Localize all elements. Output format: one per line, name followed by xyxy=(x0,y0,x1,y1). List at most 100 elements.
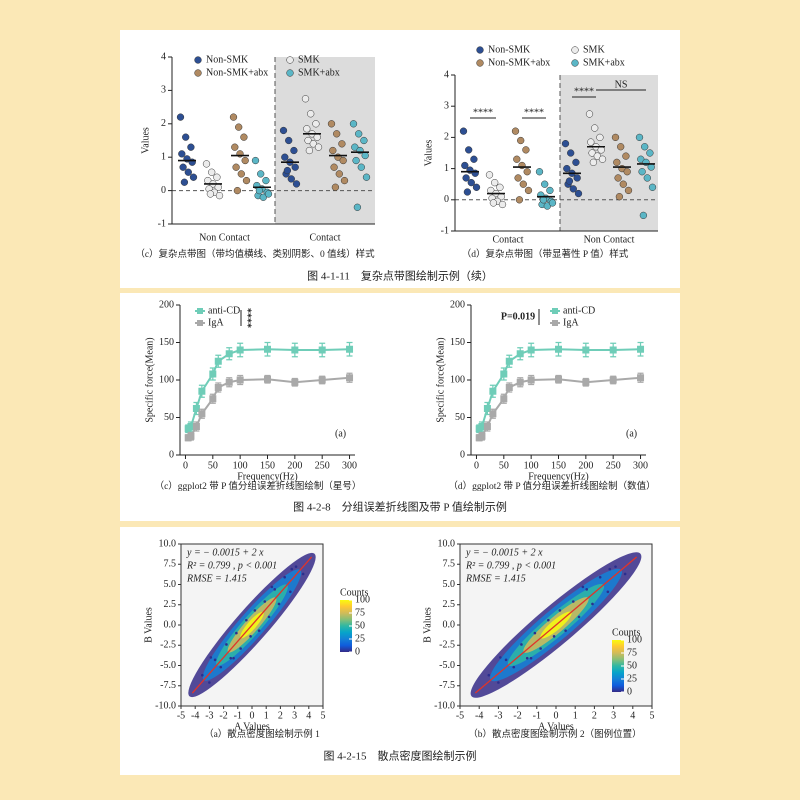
marker xyxy=(209,395,217,403)
dot xyxy=(646,149,654,157)
point xyxy=(208,681,211,684)
colorbar-tick-label: 0 xyxy=(627,686,632,697)
dot xyxy=(330,163,338,171)
dot xyxy=(304,136,312,145)
marker xyxy=(505,384,513,391)
dot xyxy=(498,200,507,209)
dot xyxy=(179,163,187,171)
dot xyxy=(565,177,574,185)
x-tick-label: -4 xyxy=(475,710,483,721)
dot xyxy=(279,126,288,135)
y-tick-label: -2.5 xyxy=(160,640,176,651)
x-tick-label: 2 xyxy=(592,710,597,721)
dot xyxy=(307,110,315,118)
dot xyxy=(257,170,265,178)
sig-label: **** xyxy=(574,86,594,97)
caption: （c）复杂点带图（带均值横线、类别阴影、0 值线）样式 xyxy=(135,248,375,260)
point xyxy=(253,609,257,612)
p-value-label: P=0.019 xyxy=(501,311,535,322)
colorbar-tick-label: 100 xyxy=(627,634,642,645)
dot xyxy=(624,186,633,195)
dot xyxy=(242,176,251,185)
point xyxy=(608,567,612,571)
dot xyxy=(184,168,192,176)
point xyxy=(581,585,585,589)
dot xyxy=(208,168,216,176)
marker xyxy=(225,378,233,386)
colorbar-tick-label: 75 xyxy=(355,607,365,618)
dot xyxy=(515,196,524,204)
x-tick-label: 3 xyxy=(292,710,297,721)
y-tick-label: 100 xyxy=(159,374,174,385)
shade xyxy=(560,75,658,231)
marker xyxy=(318,346,326,354)
y-tick-label: -2.5 xyxy=(439,640,455,651)
fit-line xyxy=(191,556,313,694)
dot xyxy=(467,178,475,187)
marker xyxy=(187,423,195,430)
panel-label: (a) xyxy=(335,428,346,439)
point xyxy=(201,673,204,677)
dot xyxy=(511,127,520,135)
y-axis-label: B Values xyxy=(422,607,433,643)
marker xyxy=(192,405,200,412)
marker xyxy=(500,395,508,403)
x-tick-label: 150 xyxy=(260,460,275,471)
dot xyxy=(546,186,554,195)
x-tick-label: -3 xyxy=(494,710,502,721)
dot xyxy=(638,168,646,176)
y-tick-label: 2 xyxy=(161,118,166,129)
y-tick-label: -1 xyxy=(158,218,166,229)
point xyxy=(564,629,567,632)
y-tick-label: 200 xyxy=(159,299,174,310)
y-tick-label: 2.5 xyxy=(443,599,456,610)
y-axis-label: Values xyxy=(140,127,151,154)
legend-swatch xyxy=(571,59,579,67)
x-tick-label: 300 xyxy=(342,460,357,471)
dot xyxy=(574,189,583,198)
point xyxy=(249,635,252,638)
dot xyxy=(470,155,478,163)
point xyxy=(235,631,238,635)
point xyxy=(289,590,292,594)
legend-swatch xyxy=(194,56,202,64)
marker xyxy=(214,384,222,391)
point xyxy=(552,635,556,638)
dot xyxy=(255,186,264,195)
dot xyxy=(241,156,249,165)
x-tick-label: -1 xyxy=(234,710,242,721)
point xyxy=(263,600,267,603)
y-tick-label: 3 xyxy=(444,100,449,111)
x-tick-label: -2 xyxy=(219,710,227,721)
dot xyxy=(301,95,310,103)
dot xyxy=(613,158,621,167)
point xyxy=(558,609,562,612)
x-tick-label: -5 xyxy=(456,710,464,721)
x-tick-label: -3 xyxy=(205,710,213,721)
dot xyxy=(362,173,371,181)
marker xyxy=(478,432,486,440)
y-axis-label: Values xyxy=(423,140,434,167)
fit-line xyxy=(474,556,638,694)
dot xyxy=(615,193,624,201)
x-tick-label: 250 xyxy=(315,460,330,471)
group-label: Contact xyxy=(309,232,340,243)
dot xyxy=(187,143,195,151)
x-axis-label: Frequency(Hz) xyxy=(237,471,298,482)
marker xyxy=(609,376,617,384)
dot xyxy=(292,180,301,188)
group-label: Non Contact xyxy=(199,232,250,243)
point xyxy=(239,647,242,650)
figure-title: 图 4-1-11 复杂点带图绘制示例（续） xyxy=(307,269,493,283)
dot xyxy=(622,152,630,160)
dot xyxy=(589,158,598,167)
y-tick-label: 0.0 xyxy=(164,619,177,630)
annotation: RMSE = 1.415 xyxy=(465,573,526,584)
sig-label: **** xyxy=(473,107,493,118)
colorbar-title: Counts xyxy=(612,627,640,638)
x-tick-label: 1 xyxy=(573,710,578,721)
point xyxy=(585,588,589,591)
x-tick-label: -5 xyxy=(177,710,185,721)
x-tick-label: -2 xyxy=(513,710,521,721)
